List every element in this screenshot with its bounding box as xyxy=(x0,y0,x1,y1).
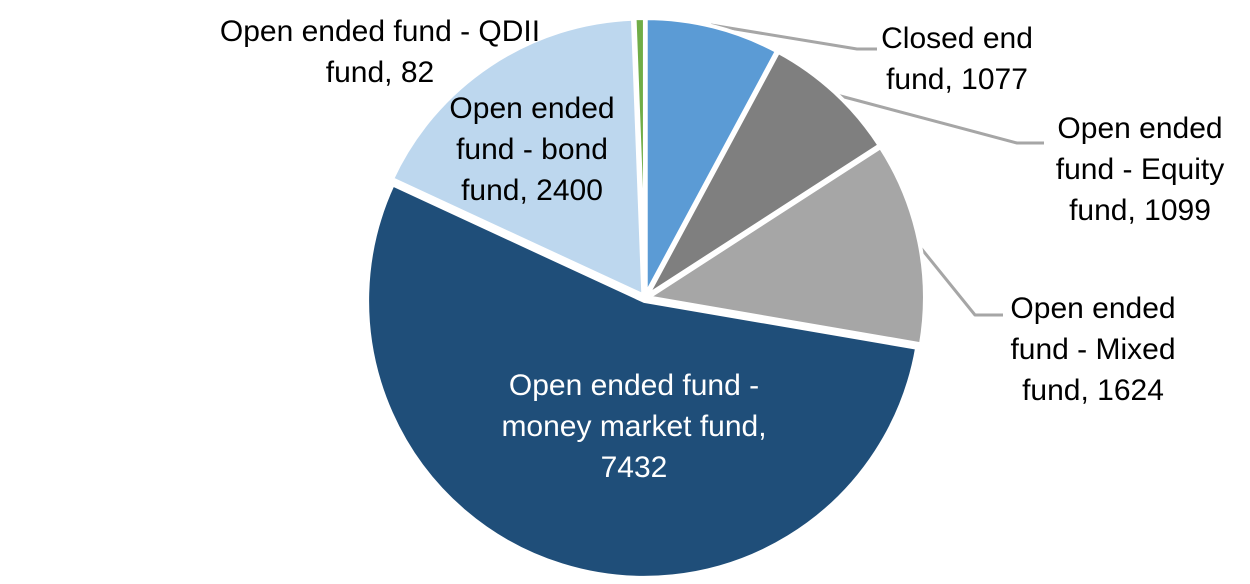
leader-line-mixed-fund xyxy=(914,241,1003,317)
data-label-line: Closed end xyxy=(881,22,1033,55)
data-label-qdii-fund: Open ended fund - QDII fund, 82 xyxy=(180,11,580,93)
data-label-line: Open ended xyxy=(1057,112,1223,145)
data-label-line: 7432 xyxy=(600,451,668,484)
data-label-mixed-fund: Open ended fund - Mixed fund, 1624 xyxy=(893,288,1250,411)
leader-line-closed-end-fund xyxy=(710,23,877,51)
data-label-line: fund - Mixed xyxy=(1010,333,1176,366)
pie-slice-3 xyxy=(645,145,927,347)
data-label-line: fund, 2400 xyxy=(461,174,603,207)
pie-slice-1 xyxy=(643,16,779,298)
leader-line-equity-fund xyxy=(832,92,1044,145)
pie-slice-5 xyxy=(389,16,646,298)
pie-slice-2 xyxy=(645,49,882,298)
data-label-line: Open ended fund - xyxy=(508,369,760,402)
data-label-bond-fund: Open ended fund - bond fund, 2400 xyxy=(332,88,732,211)
data-label-closed-end-fund: Closed end fund, 1077 xyxy=(757,18,1157,100)
data-label-line: fund - bond xyxy=(456,133,608,166)
data-label-line: fund, 1624 xyxy=(1022,374,1164,407)
data-label-money-market-fund: Open ended fund - money market fund, 743… xyxy=(434,365,834,488)
data-label-line: fund, 82 xyxy=(325,56,435,89)
data-label-line: fund, 1077 xyxy=(886,63,1028,96)
data-label-line: fund, 1099 xyxy=(1069,194,1211,227)
data-label-equity-fund: Open ended fund - Equity fund, 1099 xyxy=(940,108,1250,231)
pie-slice-6 xyxy=(632,16,647,297)
data-label-line: Open ended fund - QDII xyxy=(219,15,541,48)
data-label-line: Open ended xyxy=(449,92,615,125)
data-label-line: money market fund, xyxy=(501,410,767,443)
pie-slice-4 xyxy=(365,182,920,580)
data-label-line: Open ended xyxy=(1010,292,1176,325)
data-label-line: fund - Equity xyxy=(1055,153,1225,186)
